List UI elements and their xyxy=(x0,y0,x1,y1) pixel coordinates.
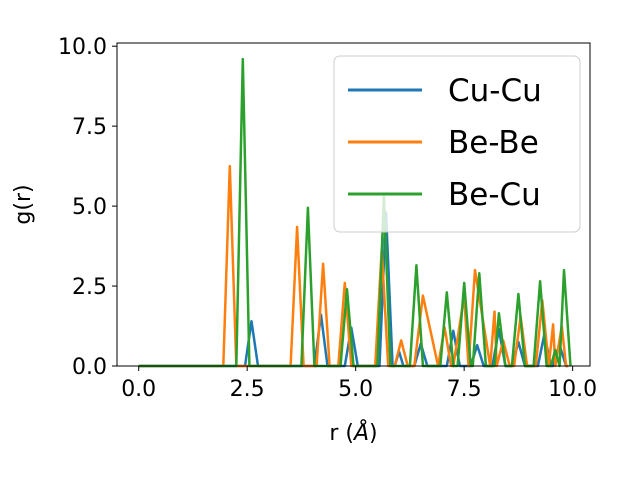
y-tick-label: 7.5 xyxy=(72,115,107,140)
axes-frame xyxy=(116,42,591,367)
x-tick-label: 2.5 xyxy=(230,377,265,402)
x-tick-label: 0.0 xyxy=(121,377,156,402)
ticks-layer: 0.0 2.5 5.0 7.5 10.0 0.0 2.5 5.0 7.5 10.0 xyxy=(58,35,597,402)
legend-label: Be-Cu xyxy=(448,177,541,213)
x-axis-label: r (Å) xyxy=(329,419,377,446)
x-axis-label-symbol: Å xyxy=(352,419,369,446)
y-axis-label: g(r) xyxy=(11,184,36,224)
y-tick-label: 0.0 xyxy=(72,355,107,380)
legend-label: Cu-Cu xyxy=(448,73,542,109)
x-axis-label-suffix: ) xyxy=(369,421,378,446)
x-tick-label: 10.0 xyxy=(548,377,597,402)
y-tick-label: 10.0 xyxy=(58,35,107,60)
y-tick-label: 5.0 xyxy=(72,195,107,220)
x-axis-label-prefix: r ( xyxy=(329,421,354,446)
legend: Cu-Cu Be-Be Be-Cu xyxy=(333,55,581,233)
x-tick-label: 5.0 xyxy=(338,377,373,402)
legend-box xyxy=(333,55,581,233)
x-tick-label: 7.5 xyxy=(447,377,482,402)
legend-label: Be-Be xyxy=(448,125,539,161)
y-tick-label: 2.5 xyxy=(72,275,107,300)
